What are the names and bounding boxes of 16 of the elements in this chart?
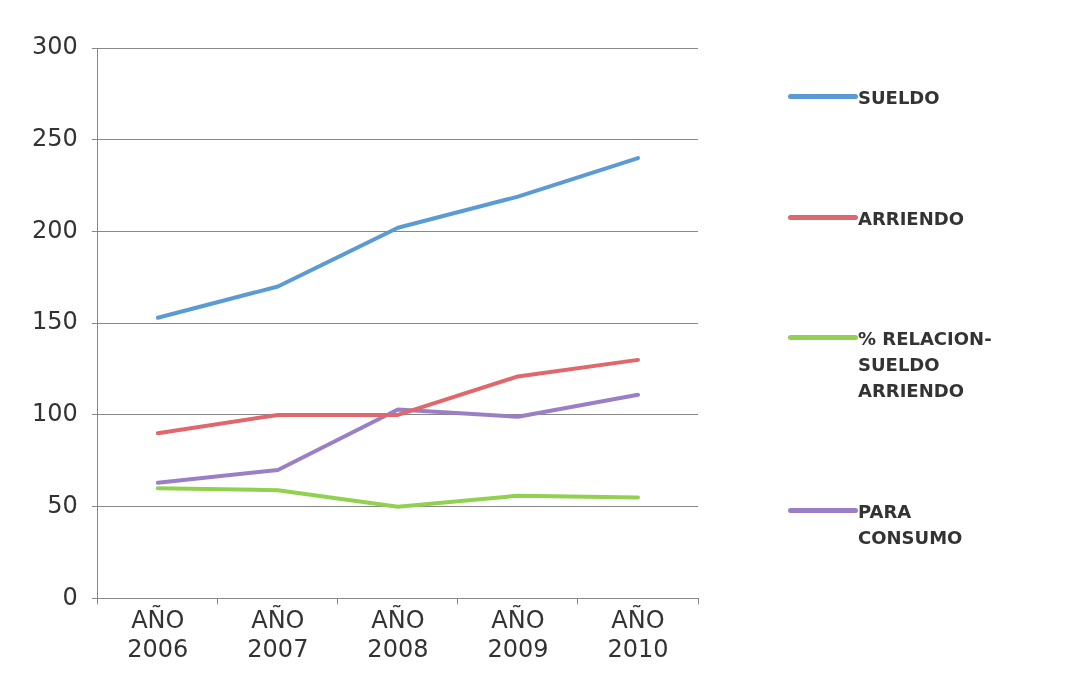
y-tick-label: 150 [32, 307, 78, 336]
x-tick-label: AÑO 2007 [247, 604, 309, 663]
x-tick-label: AÑO 2006 [127, 604, 189, 663]
y-tick-label: 300 [32, 32, 78, 61]
y-tick-label: 100 [32, 399, 78, 428]
legend-label: ARRIENDO [858, 206, 965, 231]
x-tick-label: AÑO 2009 [487, 604, 549, 663]
x-tick-label: AÑO 2010 [607, 604, 669, 663]
legend-label: SUELDO [858, 86, 941, 111]
y-tick-label: 200 [32, 215, 78, 244]
legend-label: PARA CONSUMO [858, 499, 964, 550]
y-tick-label: 250 [32, 123, 78, 152]
y-tick-label: 0 [62, 582, 78, 611]
y-tick-label: 50 [47, 490, 78, 519]
legend-label: % RELACION-SUELDO ARRIENDO [858, 327, 993, 404]
x-tick-label: AÑO 2008 [367, 604, 429, 663]
